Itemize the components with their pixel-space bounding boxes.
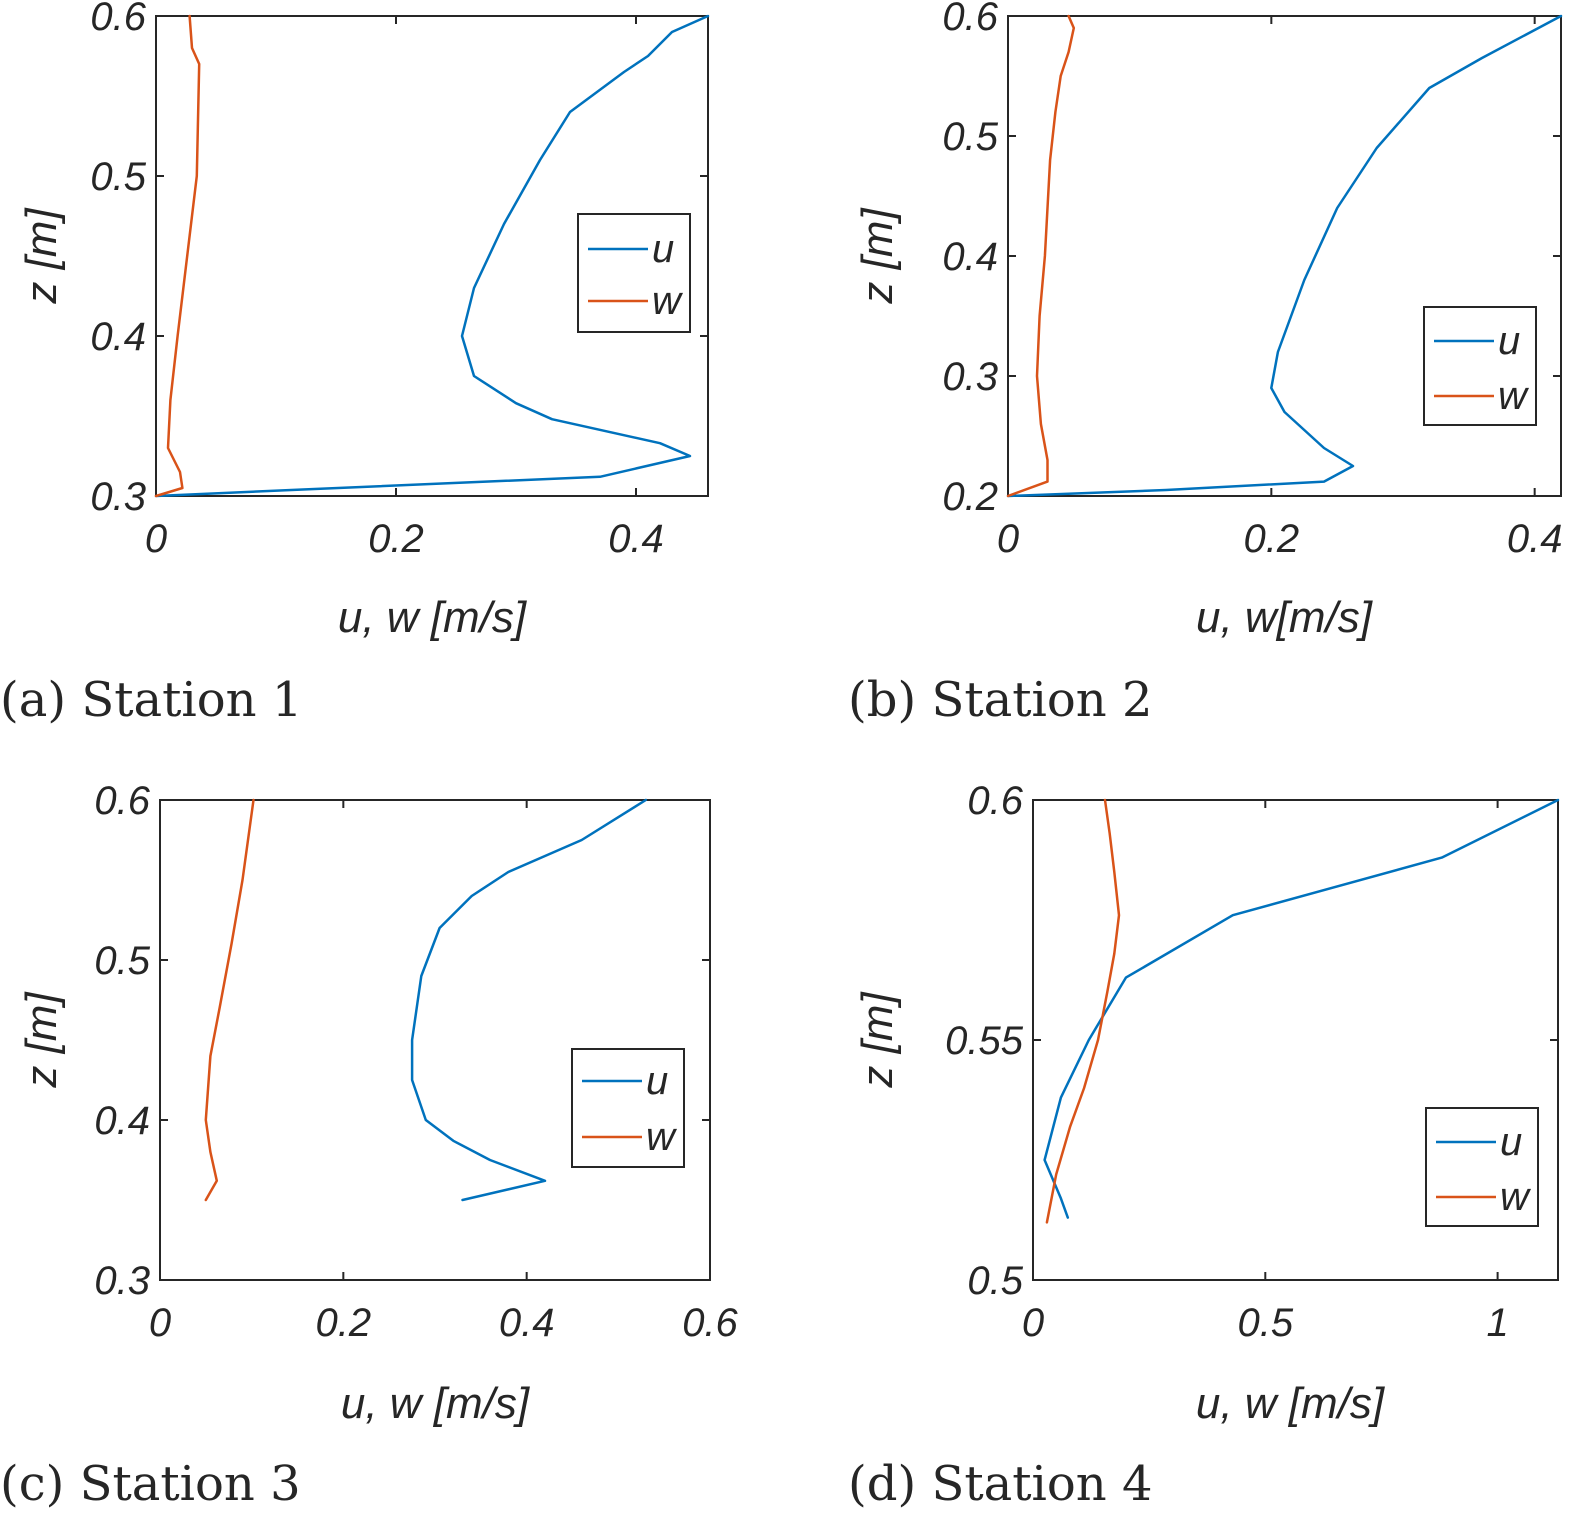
x-tick-label: 0 xyxy=(149,1301,171,1345)
x-axis-label: u, w [m/s] xyxy=(341,1379,531,1428)
y-axis-label: z [m] xyxy=(853,207,902,305)
y-tick-label: 0.5 xyxy=(90,155,146,199)
panel-caption: (d) Station 4 xyxy=(848,1456,1152,1512)
y-tick-label: 0.55 xyxy=(945,1019,1024,1063)
x-axis-label: u, w[m/s] xyxy=(1196,593,1374,642)
legend-label-w: w xyxy=(646,1115,678,1159)
ticks-a: 0 0.2 0.4 0.3 0.4 0.5 0.6 xyxy=(90,0,708,561)
x-tick-label: 0.2 xyxy=(316,1301,372,1345)
legend-label-u: u xyxy=(1500,1120,1522,1164)
legend-label-u: u xyxy=(652,227,674,271)
x-tick-label: 0.5 xyxy=(1237,1301,1293,1345)
y-tick-label: 0.6 xyxy=(967,779,1023,823)
legend-label-u: u xyxy=(1498,319,1520,363)
y-tick-label: 0.5 xyxy=(942,115,998,159)
legend-label-w: w xyxy=(1498,374,1530,418)
y-tick-label: 0.3 xyxy=(90,475,146,519)
x-tick-label: 0.2 xyxy=(1244,517,1300,561)
legend-label-u: u xyxy=(646,1059,668,1103)
panel-b: 0 0.2 0.40.20.30.40.50.6 u, w[m/s] z [m] u… xyxy=(848,0,1562,728)
x-tick-label: 0.4 xyxy=(608,517,664,561)
legend: u w xyxy=(577,213,691,333)
panel-c: 0 0.2 0.4 0.60.30.40.50.6 u, w [m/s] z [m] … xyxy=(0,779,739,1512)
ticks-b: 0 0.2 0.40.20.30.40.50.6 xyxy=(942,0,1562,561)
x-tick-label: 0 xyxy=(997,517,1019,561)
x-axis-label: u, w [m/s] xyxy=(1196,1379,1386,1428)
legend: u w xyxy=(1423,306,1537,426)
y-tick-label: 0.4 xyxy=(94,1099,150,1143)
legend-box xyxy=(1425,1107,1539,1227)
x-tick-label: 0.2 xyxy=(368,517,424,561)
ticks-c: 0 0.2 0.4 0.6 0.3 0.4 0.5 0.6 xyxy=(94,779,738,1345)
x-tick-label: 1 xyxy=(1486,1301,1508,1345)
y-tick-label: 0.2 xyxy=(942,475,998,519)
y-axis-label: z [m] xyxy=(17,991,66,1089)
legend-box xyxy=(577,213,691,333)
x-tick-label: 0 xyxy=(145,517,167,561)
legend-label-w: w xyxy=(1500,1175,1532,1219)
ticks-d: 0 0.5 10.50.550.6 xyxy=(945,779,1558,1345)
panel-a: 0 0.2 0.4 0.3 0.4 0.5 0.6 u, w [m/s] z [m] u w… xyxy=(0,0,710,728)
x-tick-label: 0 xyxy=(1022,1301,1044,1345)
x-axis-label: u, w [m/s] xyxy=(338,593,528,642)
x-tick-label: 0.6 xyxy=(682,1301,738,1345)
y-tick-label: 0.6 xyxy=(94,779,150,823)
y-axis-label: z [m] xyxy=(17,207,66,305)
series-b xyxy=(1006,14,1563,498)
series-a xyxy=(154,14,710,498)
legend: u w xyxy=(571,1048,685,1168)
panel-d: 0 0.5 10.50.550.6 u, w [m/s] z [m] u w (d)… xyxy=(848,779,1560,1512)
series-line-u xyxy=(1006,14,1563,498)
panel-caption: (a) Station 1 xyxy=(0,672,302,728)
plot-frame xyxy=(159,799,711,1281)
series-line-w xyxy=(1045,798,1121,1224)
x-tick-label: 0.4 xyxy=(499,1301,555,1345)
y-tick-label: 0.3 xyxy=(942,355,998,399)
y-tick-label: 0.6 xyxy=(942,0,998,39)
y-tick-label: 0.4 xyxy=(90,315,146,359)
legend-label-w: w xyxy=(652,279,684,323)
y-tick-label: 0.4 xyxy=(942,235,998,279)
series-c xyxy=(204,798,648,1202)
y-axis-label: z [m] xyxy=(853,991,902,1089)
series-line-u xyxy=(410,798,648,1202)
series-line-u xyxy=(1043,798,1560,1219)
legend-box xyxy=(1423,306,1537,426)
y-tick-label: 0.5 xyxy=(94,939,150,983)
series-d xyxy=(1043,798,1560,1224)
y-tick-label: 0.5 xyxy=(967,1259,1023,1303)
panel-caption: (c) Station 3 xyxy=(0,1456,301,1512)
series-line-u xyxy=(154,14,710,498)
legend: u w xyxy=(1425,1107,1539,1227)
legend-box xyxy=(571,1048,685,1168)
x-tick-label: 0.4 xyxy=(1507,517,1563,561)
panel-caption: (b) Station 2 xyxy=(848,672,1152,728)
series-line-w xyxy=(1006,14,1076,498)
series-line-w xyxy=(154,14,201,498)
series-line-w xyxy=(204,798,255,1202)
y-tick-label: 0.3 xyxy=(94,1259,150,1303)
y-tick-label: 0.6 xyxy=(90,0,146,39)
